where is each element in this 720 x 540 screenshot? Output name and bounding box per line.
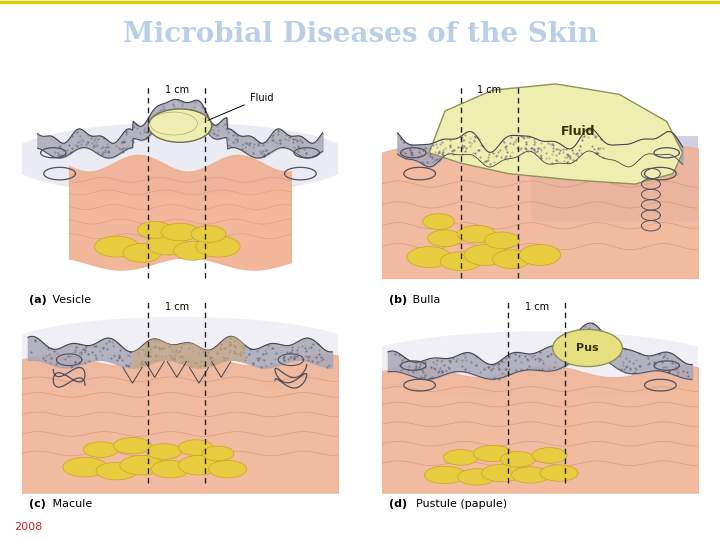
- Ellipse shape: [540, 465, 578, 481]
- Ellipse shape: [120, 455, 164, 475]
- Ellipse shape: [6, 123, 354, 195]
- Ellipse shape: [474, 446, 511, 462]
- Ellipse shape: [424, 466, 466, 484]
- Text: 1 cm: 1 cm: [525, 302, 549, 312]
- Ellipse shape: [147, 444, 181, 460]
- Text: Vesicle: Vesicle: [49, 295, 91, 305]
- Ellipse shape: [138, 221, 172, 238]
- Ellipse shape: [464, 245, 508, 266]
- Text: Pus: Pus: [576, 343, 599, 353]
- Ellipse shape: [440, 252, 482, 271]
- FancyBboxPatch shape: [531, 136, 720, 221]
- Ellipse shape: [84, 442, 118, 457]
- Ellipse shape: [123, 244, 161, 262]
- Ellipse shape: [148, 109, 212, 143]
- Text: 1 cm: 1 cm: [165, 302, 189, 312]
- Ellipse shape: [63, 457, 107, 477]
- Ellipse shape: [444, 450, 478, 465]
- Ellipse shape: [209, 460, 246, 478]
- Ellipse shape: [511, 467, 549, 483]
- Text: 1 cm: 1 cm: [477, 85, 501, 95]
- Ellipse shape: [96, 462, 138, 480]
- Ellipse shape: [150, 112, 197, 135]
- Ellipse shape: [423, 214, 454, 230]
- Ellipse shape: [114, 437, 151, 454]
- Ellipse shape: [519, 245, 561, 266]
- Ellipse shape: [485, 232, 519, 249]
- Ellipse shape: [553, 329, 622, 367]
- Ellipse shape: [428, 230, 462, 247]
- Text: 2008: 2008: [14, 522, 42, 532]
- Ellipse shape: [174, 241, 212, 260]
- Ellipse shape: [350, 332, 720, 400]
- Text: Microbial Diseases of the Skin: Microbial Diseases of the Skin: [122, 21, 598, 48]
- Ellipse shape: [482, 464, 523, 482]
- Ellipse shape: [179, 440, 213, 455]
- Ellipse shape: [161, 223, 199, 241]
- Ellipse shape: [147, 234, 188, 255]
- Text: (d): (d): [389, 499, 407, 509]
- Text: Macule: Macule: [49, 499, 92, 509]
- Ellipse shape: [202, 446, 234, 461]
- Text: Bulla: Bulla: [409, 295, 441, 305]
- Ellipse shape: [500, 451, 535, 467]
- Ellipse shape: [0, 317, 370, 395]
- Ellipse shape: [532, 448, 567, 463]
- Text: Fluid: Fluid: [208, 92, 273, 120]
- Ellipse shape: [94, 236, 139, 257]
- Ellipse shape: [492, 250, 531, 268]
- Text: Fluid: Fluid: [561, 125, 595, 138]
- Polygon shape: [429, 84, 683, 184]
- Ellipse shape: [458, 469, 495, 485]
- Text: Pustule (papule): Pustule (papule): [409, 499, 507, 509]
- Ellipse shape: [196, 236, 240, 257]
- Text: 1 cm: 1 cm: [165, 85, 189, 95]
- Ellipse shape: [179, 455, 220, 475]
- Ellipse shape: [191, 226, 226, 242]
- Text: (c): (c): [29, 499, 45, 509]
- Ellipse shape: [151, 460, 189, 478]
- Text: (b): (b): [389, 295, 407, 305]
- Ellipse shape: [458, 225, 495, 243]
- Ellipse shape: [407, 247, 451, 267]
- Text: (a): (a): [29, 295, 47, 305]
